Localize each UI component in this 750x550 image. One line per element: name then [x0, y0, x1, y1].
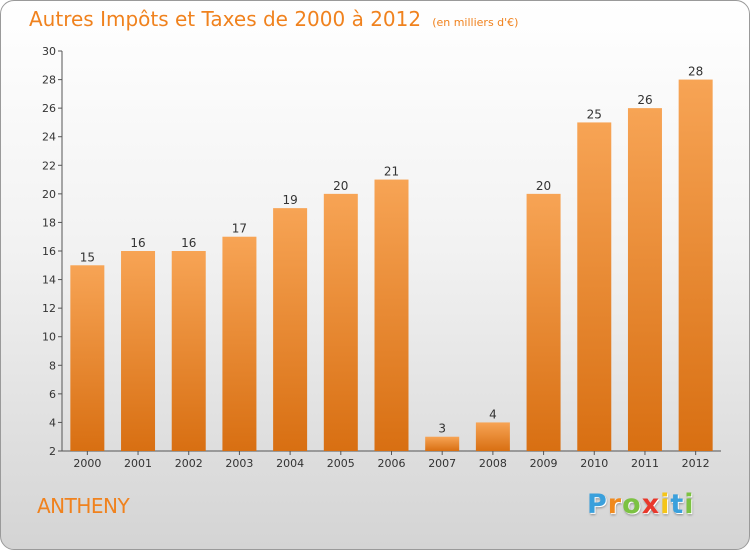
- y-tick-label: 4: [49, 416, 56, 429]
- y-tick-label: 14: [42, 274, 56, 287]
- x-tick-label: 2008: [479, 457, 507, 470]
- data-label-2006: 21: [384, 165, 399, 179]
- y-tick-label: 2: [49, 445, 56, 458]
- logo-letter: r: [607, 489, 623, 520]
- data-label-2011: 26: [637, 93, 652, 107]
- x-tick-label: 2000: [73, 457, 101, 470]
- data-label-2012: 28: [688, 65, 703, 79]
- bar-2010: [577, 122, 612, 451]
- bar-2003: [222, 236, 257, 451]
- proxiti-logo: Proxiti: [587, 489, 695, 520]
- data-label-2009: 20: [536, 179, 551, 193]
- y-tick-label: 12: [42, 302, 56, 315]
- chart-title: Autres Impôts et Taxes de 2000 à 2012: [29, 7, 422, 31]
- data-label-2002: 16: [181, 236, 196, 250]
- logo-letter: t: [670, 489, 685, 520]
- logo-letter: P: [587, 489, 608, 520]
- bar-2002: [171, 251, 206, 451]
- bar-2009: [526, 193, 561, 451]
- bar-2000: [70, 265, 105, 451]
- x-tick-label: 2005: [327, 457, 355, 470]
- data-label-2010: 25: [587, 107, 602, 121]
- logo-letter: x: [641, 489, 661, 520]
- x-tick-label: 2011: [631, 457, 659, 470]
- bar-2004: [273, 208, 308, 451]
- x-tick-label: 2009: [530, 457, 558, 470]
- data-label-2003: 17: [232, 222, 247, 236]
- y-tick-label: 18: [42, 216, 56, 229]
- bar-2011: [627, 108, 662, 452]
- logo-letter: o: [622, 489, 642, 520]
- data-label-2005: 20: [333, 179, 348, 193]
- x-tick-label: 2003: [225, 457, 253, 470]
- bar-2005: [323, 193, 358, 451]
- x-tick-label: 2007: [428, 457, 456, 470]
- data-label-2004: 19: [282, 193, 297, 207]
- chart-title-block: Autres Impôts et Taxes de 2000 à 2012 (e…: [29, 7, 518, 31]
- data-label-2001: 16: [130, 236, 145, 250]
- x-tick-label: 2002: [175, 457, 203, 470]
- y-tick-label: 8: [49, 359, 56, 372]
- data-label-2000: 15: [80, 250, 95, 264]
- bar-2012: [678, 79, 713, 452]
- bar-2008: [475, 422, 510, 451]
- bar-2001: [121, 251, 156, 451]
- y-tick-label: 28: [42, 74, 56, 87]
- x-tick-label: 2010: [580, 457, 608, 470]
- logo-letter: i: [660, 489, 671, 520]
- chart-subtitle: (en milliers d'€): [432, 16, 519, 29]
- data-label-2007: 3: [438, 422, 446, 436]
- y-tick-label: 24: [42, 131, 56, 144]
- data-label-2008: 4: [489, 407, 497, 421]
- y-tick-label: 30: [42, 45, 56, 58]
- y-tick-label: 26: [42, 102, 56, 115]
- bar-2007: [425, 436, 460, 451]
- x-tick-label: 2006: [378, 457, 406, 470]
- x-tick-label: 2001: [124, 457, 152, 470]
- bar-2006: [374, 179, 409, 452]
- commune-name: ANTHENY: [37, 494, 130, 518]
- x-tick-label: 2012: [682, 457, 710, 470]
- y-tick-label: 16: [42, 245, 56, 258]
- y-tick-label: 22: [42, 159, 56, 172]
- x-tick-label: 2004: [276, 457, 304, 470]
- logo-letter: i: [684, 489, 695, 520]
- y-tick-label: 10: [42, 331, 56, 344]
- y-tick-label: 20: [42, 188, 56, 201]
- y-tick-label: 6: [49, 388, 56, 401]
